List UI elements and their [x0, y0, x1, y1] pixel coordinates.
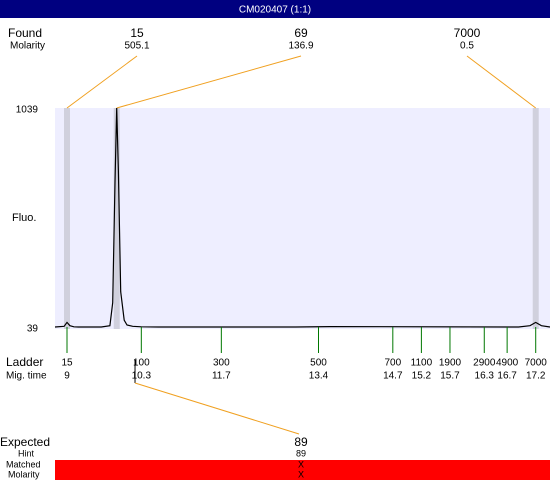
mig-time: 11.7: [212, 371, 231, 382]
found-size: 15: [130, 26, 144, 40]
molarity-value: X: [298, 469, 304, 479]
plot-area: [55, 108, 550, 329]
hint-value: 89: [296, 448, 306, 458]
matched-bar: [55, 460, 550, 480]
found-molarity: 136.9: [288, 41, 313, 52]
mig-time: 13.4: [309, 371, 329, 382]
peak-band: [64, 108, 71, 329]
mig-time: 16.7: [497, 371, 517, 382]
matched-value: X: [298, 459, 304, 469]
mig-time-label: Mig. time: [6, 371, 47, 382]
ladder-size: 700: [384, 358, 401, 369]
expected-size: 89: [294, 435, 308, 449]
y-axis-label: Fluo.: [12, 212, 36, 224]
found-molarity: 505.1: [124, 41, 149, 52]
found-connector: [116, 55, 302, 109]
ladder-size: 300: [213, 358, 230, 369]
mig-time: 14.7: [383, 371, 403, 382]
ladder-size: 1900: [439, 358, 462, 369]
trace: [54, 107, 550, 328]
expected-molarity-label: Molarity: [8, 469, 40, 479]
found-connector: [66, 55, 138, 109]
matched-label: Matched: [6, 459, 41, 469]
molarity-label: Molarity: [10, 41, 45, 52]
window-title: CM020407 (1:1): [239, 5, 311, 16]
expected-label: Expected: [0, 435, 50, 449]
ladder-size: 100: [133, 358, 150, 369]
found-size: 7000: [454, 26, 481, 40]
mig-time: 15.7: [440, 371, 460, 382]
expected-connector: [134, 382, 300, 435]
mig-time: 10.3: [132, 371, 152, 382]
hint-label: Hint: [18, 448, 35, 458]
mig-time: 15.2: [412, 371, 432, 382]
peak-band: [113, 108, 120, 329]
ladder-size: 7000: [525, 358, 548, 369]
y-tick-label: 1039: [16, 105, 39, 116]
mig-time: 9: [64, 371, 70, 382]
ladder-size: 2900: [473, 358, 496, 369]
found-label: Found: [8, 26, 42, 40]
found-connector: [466, 55, 537, 109]
ladder-label: Ladder: [6, 355, 43, 369]
mig-time: 17.2: [526, 371, 546, 382]
mig-time: 16.3: [475, 371, 495, 382]
title-bar: [0, 0, 550, 18]
ladder-size: 4900: [496, 358, 519, 369]
ladder-size: 15: [61, 358, 73, 369]
ladder-size: 1100: [411, 358, 433, 369]
peak-band: [532, 108, 539, 329]
found-molarity: 0.5: [460, 41, 474, 52]
ladder-size: 500: [310, 358, 327, 369]
y-tick-label: 39: [27, 324, 39, 335]
found-size: 69: [294, 26, 308, 40]
